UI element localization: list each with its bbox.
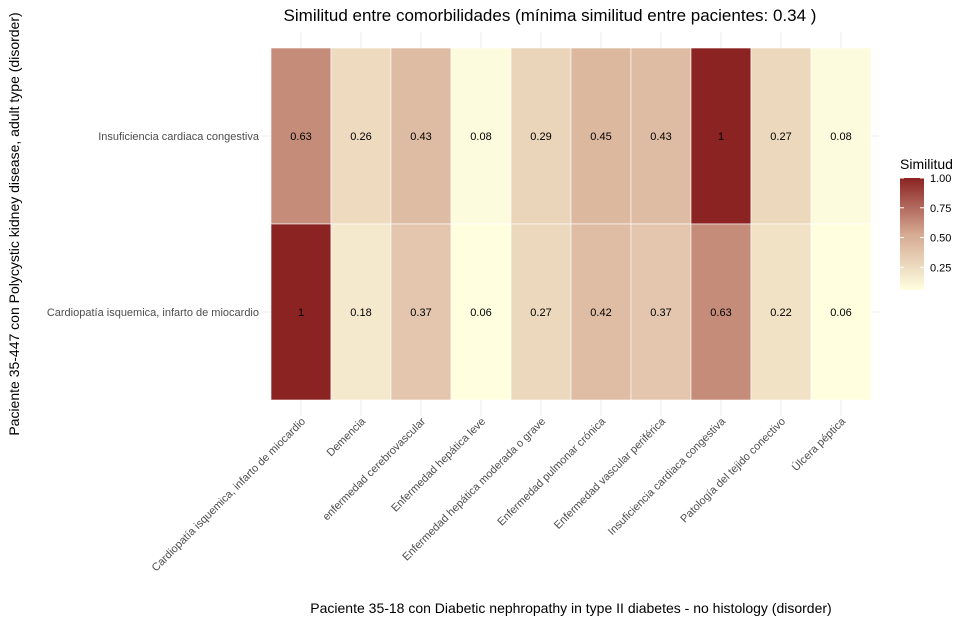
y-tick-label: Insuficiencia cardiaca congestiva	[98, 131, 260, 143]
heatmap-cell	[270, 47, 332, 225]
legend-colorbar	[900, 178, 924, 290]
legend-tick-label: 0.25	[930, 262, 951, 274]
cell-value-label: 0.29	[530, 131, 551, 143]
cell-value-label: 0.63	[710, 307, 731, 319]
heatmap-cell	[630, 47, 692, 225]
heatmap-cell	[750, 223, 812, 401]
cell-value-label: 0.27	[530, 307, 551, 319]
cell-value-label: 0.45	[590, 131, 611, 143]
cell-value-label: 0.27	[770, 131, 791, 143]
heatmap-cell	[690, 47, 752, 225]
heatmap-cell	[810, 47, 872, 225]
heatmap-cell	[810, 223, 872, 401]
cell-value-label: 0.06	[830, 307, 851, 319]
heatmap-cell	[390, 223, 452, 401]
legend-tick-label: 0.50	[930, 233, 951, 245]
heatmap-cell	[510, 223, 572, 401]
cell-value-label: 0.22	[770, 307, 791, 319]
cell-value-label: 1	[298, 307, 304, 319]
cell-value-label: 0.06	[470, 307, 491, 319]
legend-tick-label: 1.00	[930, 173, 951, 185]
cell-value-label: 0.42	[590, 307, 611, 319]
cell-value-label: 0.08	[830, 131, 851, 143]
cell-value-label: 0.26	[350, 131, 371, 143]
legend: Similitud 1.00 0.75 0.50 0.25	[900, 156, 953, 290]
heatmap-tiles	[270, 47, 872, 401]
cell-value-label: 0.43	[410, 131, 431, 143]
y-tick-labels: Insuficiencia cardiaca congestiva Cardiop…	[47, 131, 260, 319]
heatmap-cell	[270, 223, 332, 401]
legend-title: Similitud	[900, 156, 953, 172]
heatmap-cell	[390, 47, 452, 225]
cell-value-label: 0.37	[410, 307, 431, 319]
cell-value-label: 0.18	[350, 307, 371, 319]
heatmap-cell	[690, 223, 752, 401]
y-axis-title: Paciente 35-447 con Polycystic kidney di…	[6, 12, 22, 435]
cell-value-label: 0.63	[290, 131, 311, 143]
cell-value-label: 0.37	[650, 307, 671, 319]
heatmap-cell	[450, 223, 512, 401]
legend-tick-label: 0.75	[930, 203, 951, 215]
heatmap-cell	[630, 223, 692, 401]
heatmap-cell	[570, 47, 632, 225]
y-tick-label: Cardiopatía isquemica, infarto de miocar…	[47, 307, 259, 319]
cell-value-label: 0.08	[470, 131, 491, 143]
heatmap-cell	[750, 47, 812, 225]
heatmap-cell	[450, 47, 512, 225]
cell-labels: 0.63 0.26 0.43 0.08 0.29 0.45 0.43 1 0.27 0.08 1 0.…	[290, 131, 851, 319]
cell-value-label: 0.43	[650, 131, 671, 143]
legend-ticks: 1.00 0.75 0.50 0.25	[900, 173, 951, 274]
cell-value-label: 1	[718, 131, 724, 143]
x-axis-title: Paciente 35-18 con Diabetic nephropathy …	[310, 600, 831, 616]
heatmap-cell	[510, 47, 572, 225]
heatmap-cell	[330, 223, 392, 401]
chart-title: Similitud entre comorbilidades (mínima s…	[284, 6, 817, 25]
